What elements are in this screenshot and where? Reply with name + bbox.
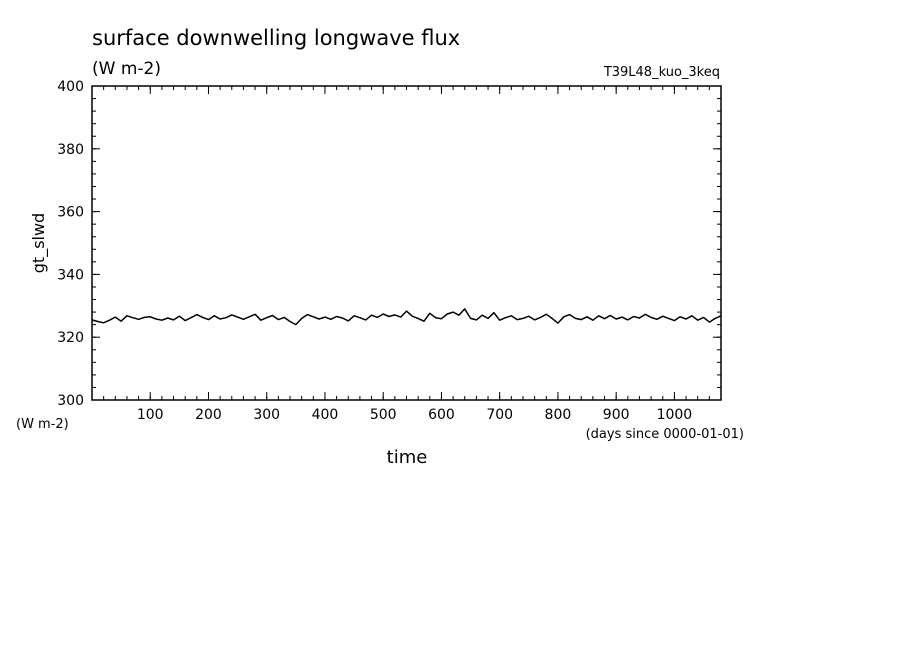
- x-tick-label: 300: [253, 407, 280, 423]
- chart-title: surface downwelling longwave flux: [92, 26, 460, 50]
- x-axis-units: (days since 0000-01-01): [586, 427, 744, 442]
- y-tick-label: 320: [57, 330, 84, 346]
- chart-subtitle: (W m-2): [92, 59, 161, 79]
- y-tick-label: 380: [57, 142, 84, 158]
- y-tick-labels: 300 320 340 360 380 400: [57, 79, 84, 409]
- y-tick-label: 340: [57, 267, 84, 283]
- y-axis-units: (W m-2): [16, 417, 69, 432]
- x-tick-label: 200: [195, 407, 222, 423]
- run-label: T39L48_kuo_3keq: [603, 65, 720, 80]
- plot-frame: [91, 85, 722, 401]
- x-tick-label: 900: [603, 407, 630, 423]
- x-axis-label: time: [387, 447, 428, 468]
- x-tick-label: 800: [545, 407, 572, 423]
- y-tick-label: 360: [57, 205, 84, 221]
- x-tick-label: 100: [137, 407, 164, 423]
- x-tick-label: 600: [428, 407, 455, 423]
- x-tick-label: 400: [312, 407, 339, 423]
- y-tick-label: 300: [57, 393, 84, 409]
- x-tick-label: 500: [370, 407, 397, 423]
- x-tick-label: 700: [486, 407, 513, 423]
- y-tick-label: 400: [57, 79, 84, 95]
- axis-ticks: [92, 85, 721, 401]
- y-axis-label: gt_slwd: [29, 213, 49, 273]
- x-tick-label: 1000: [657, 407, 693, 423]
- series-line: [91, 308, 722, 326]
- x-tick-labels: 100 200 300 400 500 600 700 800 900 1000: [137, 407, 692, 423]
